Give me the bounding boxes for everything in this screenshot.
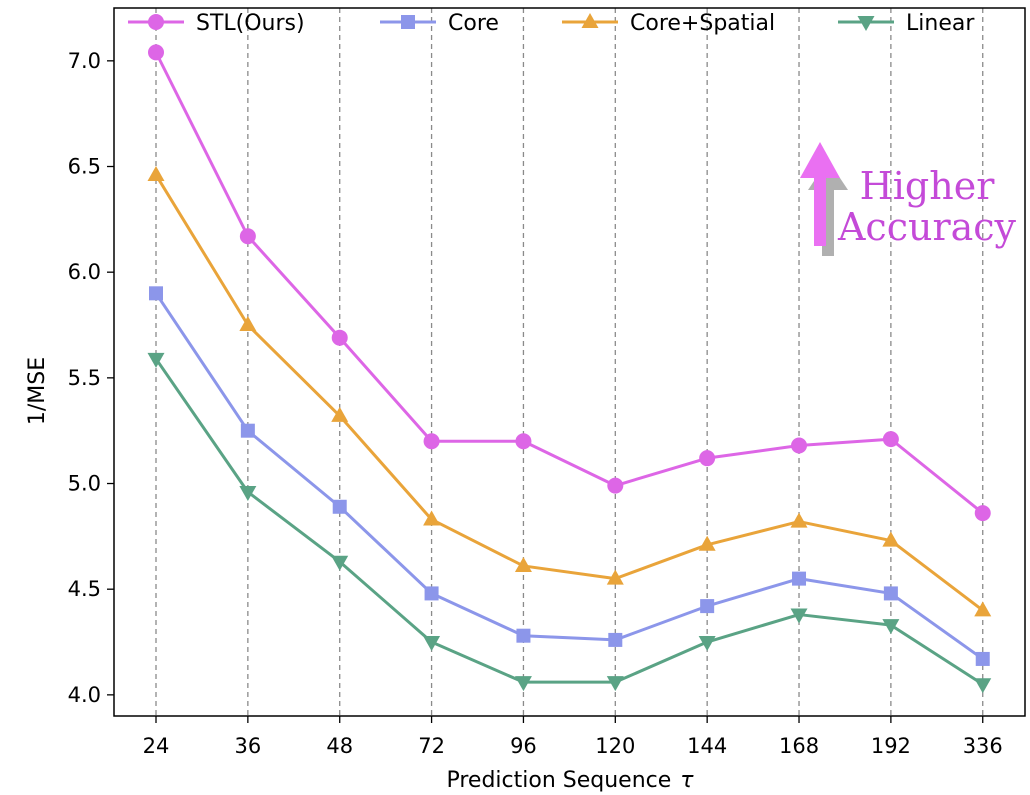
data-point-core (332, 499, 347, 514)
series-linear (147, 352, 992, 694)
higher-accuracy-annotation: Higher Accuracy (800, 142, 1017, 256)
legend: STL(Ours) Core Core+Spatial Linear (128, 11, 975, 36)
data-point-linear (974, 678, 992, 694)
arrow-head (800, 142, 840, 178)
x-tick-label: 192 (871, 734, 911, 758)
annotation-line-1: Higher (860, 164, 996, 208)
data-point-stl-ours (148, 44, 164, 61)
legend-item-linear: Linear (838, 11, 975, 36)
legend-item-core: Core (380, 11, 499, 36)
legend-marker (857, 16, 875, 31)
legend-item-core-spatial: Core+Spatial (562, 11, 775, 36)
legend-marker (148, 14, 164, 30)
data-point-core-spatial (239, 316, 257, 332)
data-point-stl-ours (515, 433, 532, 450)
y-tick-label: 5.5 (68, 366, 101, 390)
data-point-stl-ours (607, 477, 624, 494)
data-point-stl-ours (791, 437, 808, 454)
data-point-linear (882, 619, 900, 635)
data-point-core (975, 651, 990, 666)
data-point-stl-ours (974, 505, 991, 522)
y-tick-label: 6.0 (68, 260, 101, 284)
series-stl-ours (148, 44, 991, 522)
data-point-core-spatial (331, 406, 349, 422)
data-point-linear (423, 636, 441, 652)
data-point-core (883, 586, 898, 601)
data-point-linear (606, 676, 624, 692)
data-point-linear (331, 555, 349, 571)
x-tick-label: 336 (963, 734, 1003, 758)
data-point-core-spatial (790, 512, 808, 528)
legend-marker (401, 15, 415, 29)
y-tick-label: 4.0 (68, 683, 101, 707)
legend-item-stl-ours: STL(Ours) (128, 11, 305, 36)
data-point-stl-ours (882, 431, 899, 448)
x-tick-label: 168 (779, 734, 819, 758)
series-line-linear (154, 357, 984, 686)
series-core-spatial (147, 165, 992, 617)
data-point-core (149, 286, 163, 301)
x-axis-label-text: Prediction Sequence (446, 768, 671, 793)
data-point-core-spatial (514, 556, 532, 572)
data-point-core (608, 632, 623, 647)
data-point-core (700, 599, 715, 614)
x-axis-label-symbol: τ (680, 768, 694, 793)
data-point-core (424, 586, 439, 601)
y-axis-label: 1/MSE (25, 357, 50, 425)
data-point-linear (790, 608, 808, 624)
data-point-core-spatial (698, 535, 716, 551)
data-point-stl-ours (239, 228, 256, 245)
axis-ticks: 24 36 48 72 96 120 144 168 192 336 4.0 4.5 5.0 5.5 6.0… (68, 49, 1003, 758)
x-tick-label: 72 (418, 734, 445, 758)
x-tick-label: 48 (326, 734, 353, 758)
plot-frame (113, 7, 1026, 717)
series-line-core-spatial (154, 174, 984, 612)
data-point-linear (147, 352, 165, 368)
x-tick-label: 144 (687, 734, 727, 758)
legend-label: Core+Spatial (630, 11, 775, 36)
x-tick-label: 96 (510, 734, 537, 758)
y-tick-label: 5.0 (68, 472, 101, 496)
data-point-linear (239, 485, 257, 501)
data-point-core-spatial (974, 601, 992, 617)
legend-label: Linear (906, 11, 975, 36)
grid-lines (155, 8, 984, 716)
data-point-stl-ours (331, 329, 348, 346)
data-point-core-spatial (606, 569, 624, 585)
legend-label: STL(Ours) (196, 11, 305, 36)
x-tick-label: 36 (234, 734, 261, 758)
up-arrow-icon (800, 142, 848, 256)
data-point-core (240, 423, 255, 438)
arrow-shaft (814, 168, 826, 246)
data-point-linear (514, 676, 532, 692)
data-point-stl-ours (699, 450, 716, 467)
data-point-core (792, 571, 807, 586)
data-point-stl-ours (423, 433, 440, 450)
y-tick-label: 4.5 (68, 577, 101, 601)
legend-marker (581, 13, 599, 28)
legend-label: Core (448, 11, 499, 36)
data-point-core-spatial (882, 531, 900, 547)
data-point-core-spatial (147, 165, 165, 181)
series-layer (147, 44, 992, 694)
data-point-core-spatial (423, 510, 441, 526)
y-tick-label: 7.0 (68, 49, 101, 73)
series-line-core (154, 292, 984, 661)
series-line-stl-ours (154, 51, 984, 515)
data-point-core (516, 628, 531, 643)
x-tick-label: 120 (595, 734, 635, 758)
y-tick-label: 6.5 (68, 155, 101, 179)
series-core (149, 286, 990, 666)
data-point-linear (698, 636, 716, 652)
annotation-line-2: Accuracy (837, 205, 1017, 249)
x-axis-label: Prediction Sequence τ (446, 768, 694, 793)
x-tick-label: 24 (143, 734, 170, 758)
